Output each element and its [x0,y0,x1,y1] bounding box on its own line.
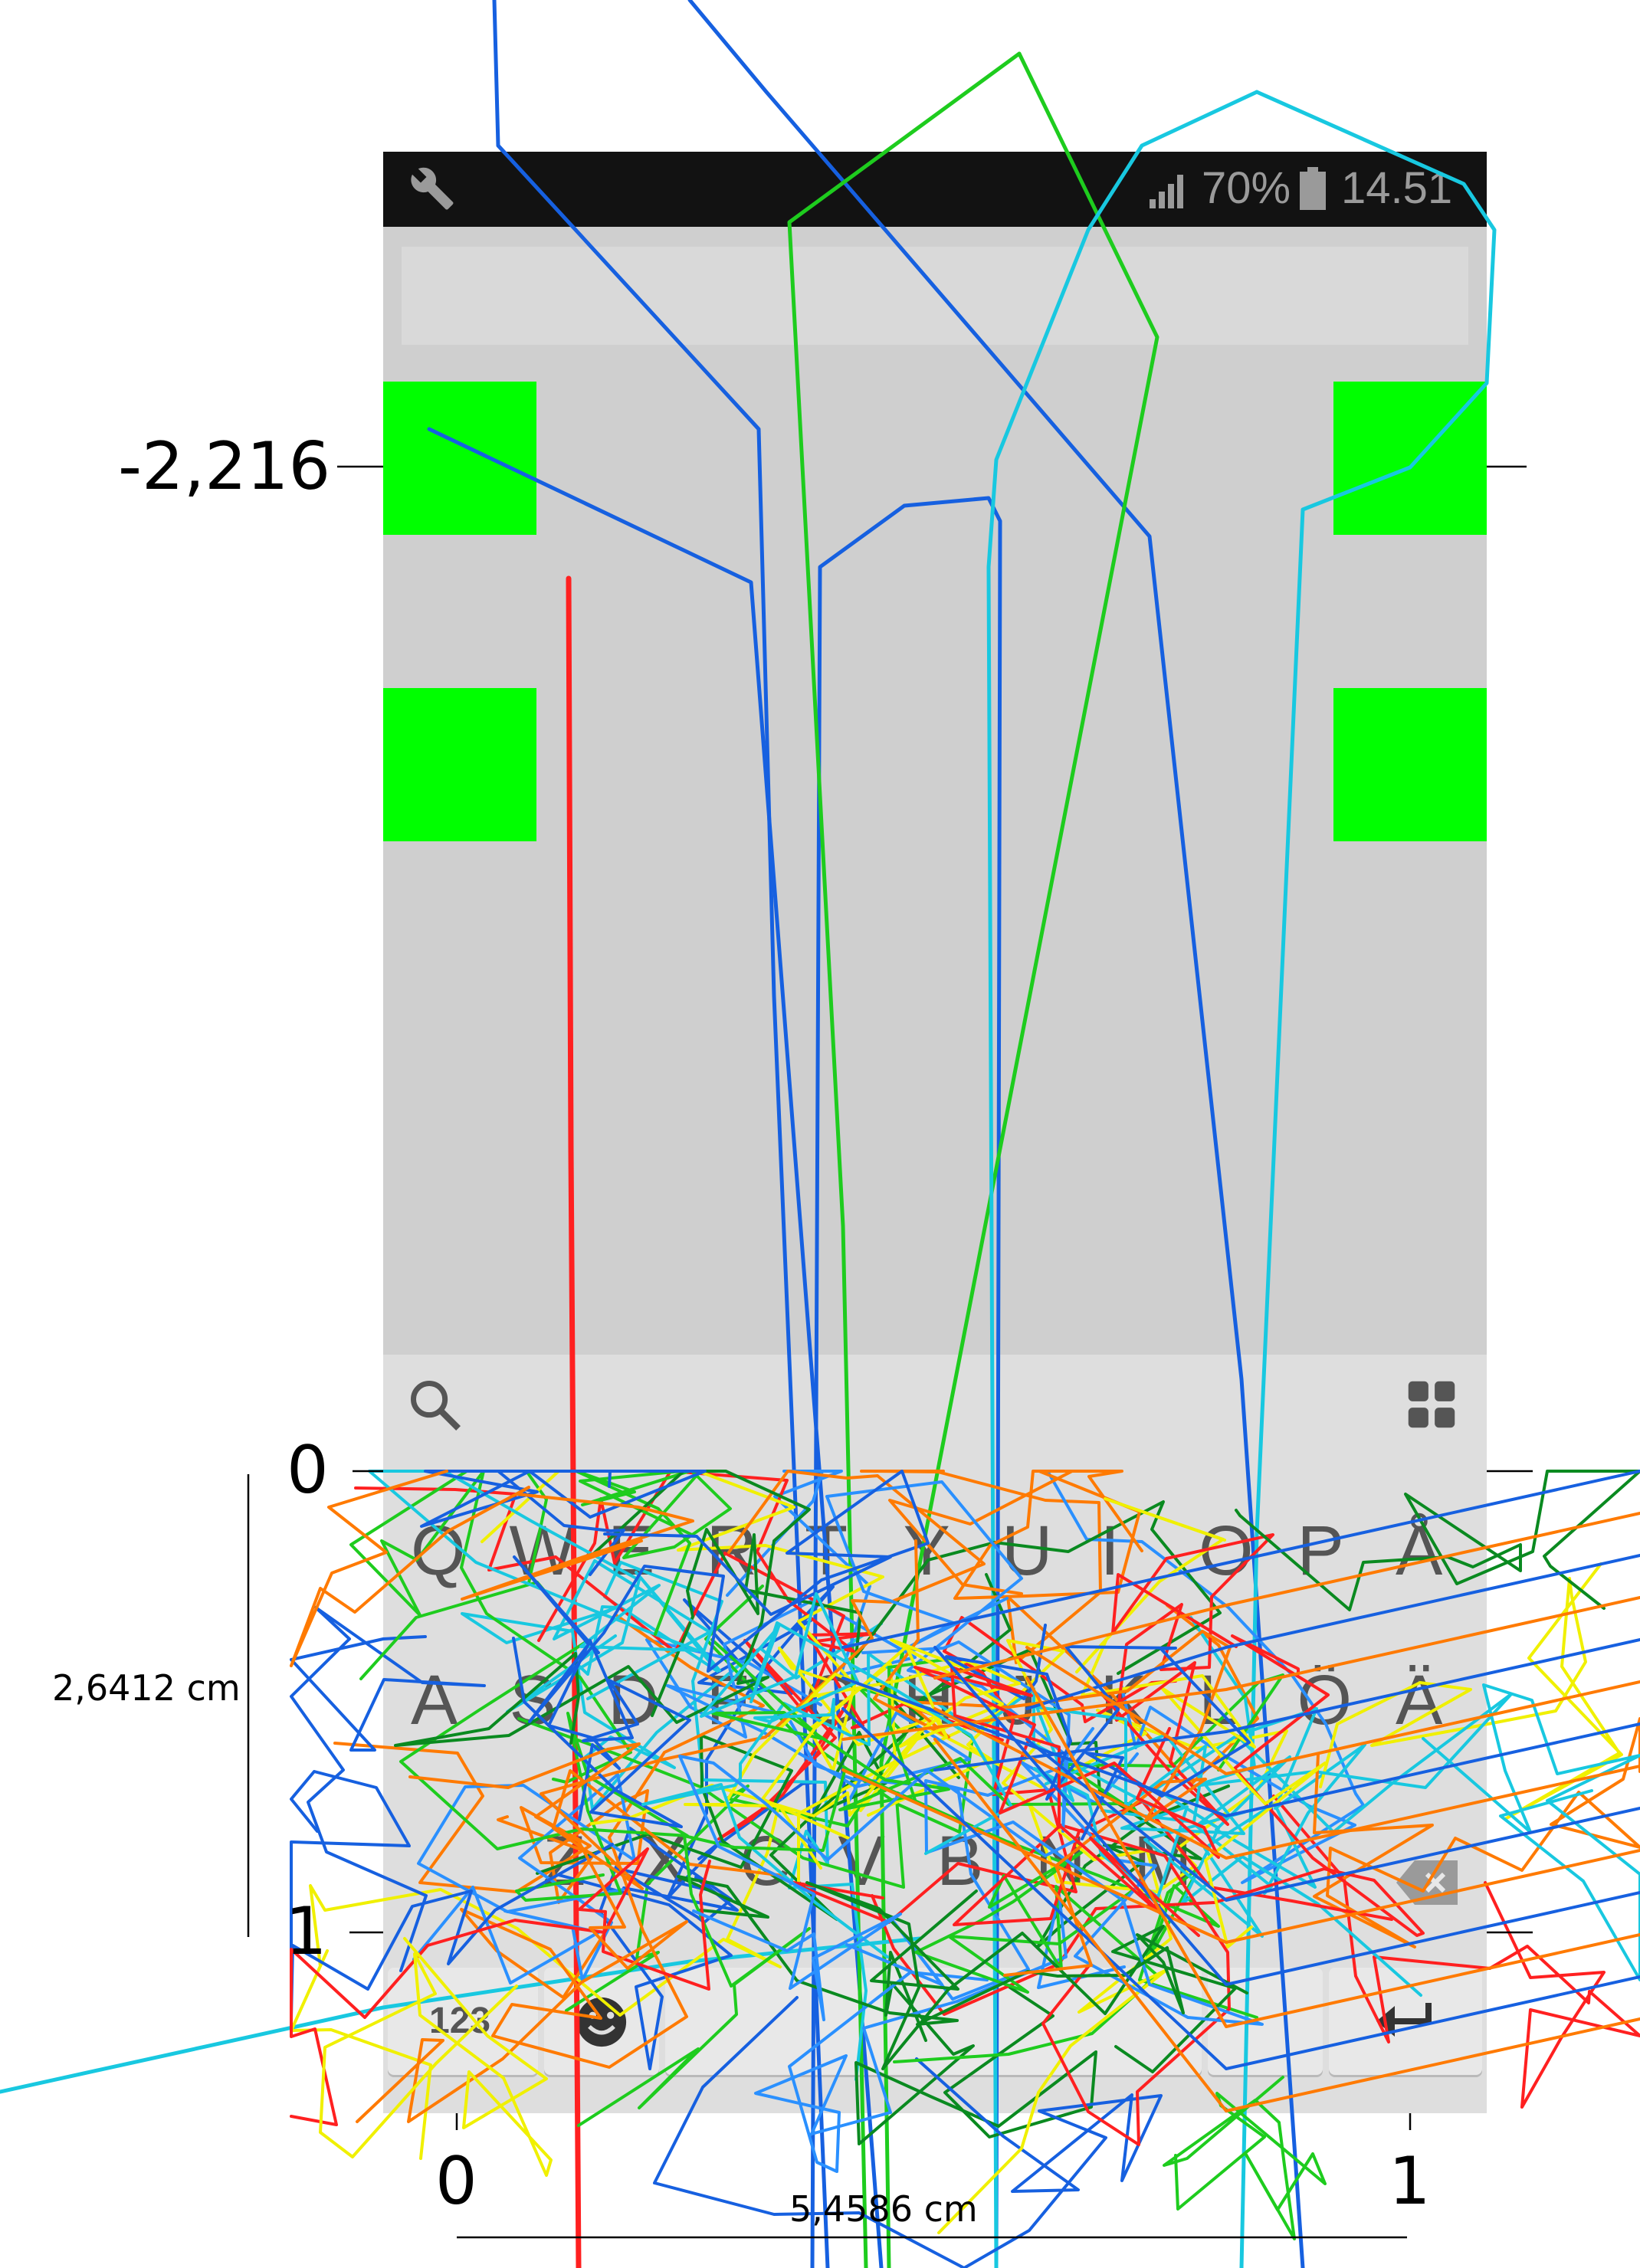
trace-tangle-41 [1422,1683,1640,1981]
trace-tangle-63 [678,1755,1078,2021]
trace-tangle-65 [700,1592,1013,1855]
trace-right-11 [1025,1676,1640,2028]
trace-tangle-24 [653,1996,1163,2268]
trace-tangle-49 [641,1652,1160,1958]
trace-tangle-62 [1235,1470,1640,1611]
trace-tangle-15 [1046,1470,1365,1884]
trace-tangle-20 [1319,1562,1623,1821]
trace-tangle-67 [356,1742,688,2123]
x-one-label: 1 [1389,2143,1431,2220]
target-marker-mid-right [1333,688,1487,841]
top-coordinate-label: -2,216 [118,428,331,505]
trace-tangle-16 [290,1606,486,1972]
target-marker-top-right [1333,382,1487,535]
trace-tangle-33 [368,1470,711,1713]
trace-tangle-51 [290,1470,694,1667]
trace-tangle-43 [888,1470,1143,1600]
trace-tangle-48 [512,1637,691,1828]
wrench-icon [411,167,454,210]
y-zero-label: 0 [287,1432,329,1509]
trace-right-12 [841,1707,1640,2070]
trace-cyan-3 [0,1936,922,2094]
trace-tangle-61 [290,1847,711,2126]
trace-cyan-2 [986,90,1259,2268]
trace-right-10 [933,1646,1640,1986]
trace-right-13 [933,1738,1640,2112]
trace-tangle-40 [420,1470,707,1576]
trace-tangle-55 [825,1480,1071,1833]
trace-tangle-44 [867,1639,1173,2234]
battery-percent: 70% [1202,163,1291,213]
trace-tangle-38 [394,1470,811,1747]
trace-tangle-50 [710,1638,1284,1814]
width-dimension-label: 5,4586 cm [789,2188,978,2230]
trace-blue-4 [810,496,1002,2268]
trace-blue-2 [687,0,1305,2268]
trace-tangle-1 [461,1605,883,1811]
trace-tangle-29 [871,1634,1425,2016]
trace-blue-1 [492,0,830,2268]
trace-blue-3 [427,427,884,2268]
trace-tangle-27 [1313,1717,1640,1948]
signal-bars-icon [1150,175,1183,208]
trace-tangle-10 [517,1717,1258,2019]
key-P[interactable]: P [1297,1512,1344,1590]
trace-tangle-13 [354,1486,848,1840]
trace-tangle-69 [913,1666,1220,1937]
trace-right-6 [841,1676,1640,1817]
target-marker-mid-left [383,688,536,841]
trace-tangle-68 [319,1937,553,2177]
status-bar: 70% 14.51 [383,152,1487,227]
trace-tangle-66 [1163,2076,1327,2240]
x-zero-label: 0 [435,2143,477,2220]
trace-right-1 [933,1512,1640,1680]
trace-tangle-5 [1272,1794,1640,2109]
trace-tangle-47 [924,1727,1264,2026]
text-input-field[interactable] [402,247,1468,345]
trace-tangle-56 [513,1470,930,1723]
enter-key[interactable] [1329,1968,1482,2075]
key-Ä[interactable]: Ä [1396,1661,1443,1739]
trace-right-0 [841,1470,1640,1649]
key-A[interactable]: A [411,1661,458,1739]
target-marker-top-left [383,382,536,535]
key-Å[interactable]: Å [1396,1512,1443,1590]
trace-tangle-39 [754,1893,1126,2173]
trace-cyan-1 [1239,90,1497,2268]
grid-icon[interactable] [1406,1379,1457,1430]
trace-green-1 [787,51,1022,2268]
trace-tangle-22 [854,1951,1097,2145]
height-dimension-label: 2,6412 cm [52,1667,241,1709]
trace-tangle-52 [1075,1497,1327,1948]
battery-icon [1300,167,1326,210]
trace-tangle-23 [412,1773,636,1984]
trace-right-5 [1025,1646,1640,1775]
y-one-label: 1 [285,1893,327,1970]
search-icon[interactable] [406,1376,464,1434]
